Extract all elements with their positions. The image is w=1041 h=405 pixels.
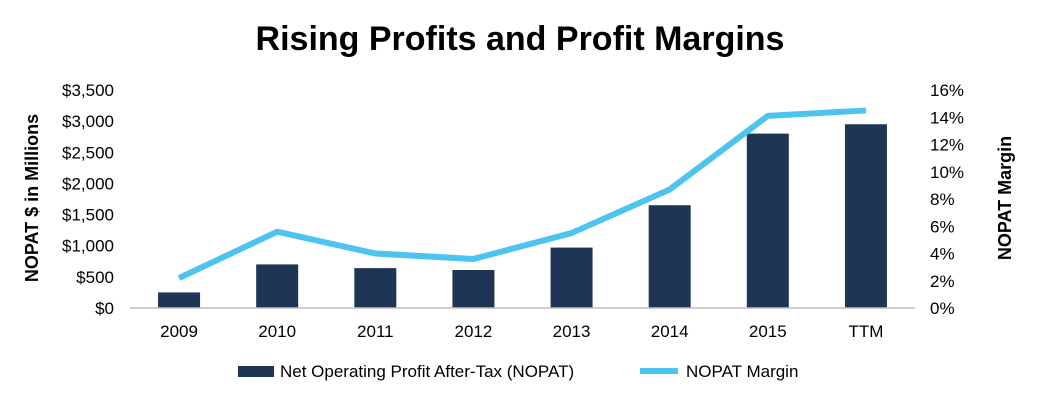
- right-axis-title: NOPAT Margin: [995, 136, 1015, 260]
- left-tick-label: $3,000: [62, 112, 114, 131]
- x-tick-label: 2009: [160, 322, 198, 341]
- legend-label-nopat: Net Operating Profit After-Tax (NOPAT): [280, 362, 574, 381]
- right-tick-label: 0%: [930, 299, 955, 318]
- bar-2014: [648, 205, 691, 308]
- legend: Net Operating Profit After-Tax (NOPAT) N…: [238, 362, 798, 381]
- left-axis-ticks: $0 $500 $1,000 $1,500 $2,000 $2,500 $3,000 $3,5…: [62, 81, 114, 318]
- left-tick-label: $2,500: [62, 143, 114, 162]
- right-tick-label: 2%: [930, 272, 955, 291]
- margin-point-ttm: [865, 109, 867, 111]
- right-tick-label: 4%: [930, 245, 955, 264]
- margin-point-2013: [571, 232, 573, 234]
- left-tick-label: $500: [76, 268, 114, 287]
- bar-2010: [256, 264, 299, 308]
- right-axis-ticks: 0% 2% 4% 6% 8% 10% 12% 14% 16%: [930, 81, 964, 318]
- bar-2011: [354, 268, 397, 308]
- x-tick-label: 2011: [357, 322, 394, 341]
- x-tick-label: 2013: [553, 322, 591, 341]
- bar-2013: [550, 247, 593, 308]
- x-tick-label: 2014: [651, 322, 689, 341]
- bar-2009: [158, 292, 201, 308]
- left-tick-label: $1,500: [62, 206, 114, 225]
- x-tick-label: 2010: [258, 322, 296, 341]
- margin-point-2014: [669, 188, 671, 190]
- legend-swatch-nopat: [238, 366, 274, 377]
- right-tick-label: 12%: [930, 136, 964, 155]
- right-tick-label: 6%: [930, 217, 955, 236]
- line-series: [177, 107, 867, 281]
- left-tick-label: $2,000: [62, 174, 114, 193]
- left-tick-label: $0: [95, 299, 114, 318]
- margin-point-2015: [767, 115, 769, 117]
- margin-point-2009: [178, 277, 180, 279]
- x-tick-label: 2012: [455, 322, 493, 341]
- bar-ttm: [844, 124, 887, 308]
- bar-series: [158, 124, 887, 308]
- right-tick-label: 10%: [930, 163, 964, 182]
- x-tick-label: 2015: [749, 322, 787, 341]
- bar-2015: [746, 133, 789, 308]
- right-tick-label: 14%: [930, 108, 964, 127]
- chart-title: Rising Profits and Profit Margins: [256, 20, 785, 58]
- x-axis-ticks: 2009 2010 2011 2012 2013 2014 2015 TTM: [160, 322, 883, 341]
- margin-line: [177, 107, 867, 281]
- right-tick-label: 8%: [930, 190, 955, 209]
- left-axis-title: NOPAT $ in Millions: [22, 114, 42, 282]
- x-tick-label: TTM: [848, 322, 883, 341]
- left-tick-label: $3,500: [62, 81, 114, 100]
- legend-label-margin: NOPAT Margin: [686, 362, 798, 381]
- margin-point-2012: [472, 258, 474, 260]
- right-tick-label: 16%: [930, 81, 964, 100]
- margin-point-2011: [374, 253, 376, 254]
- margin-point-2010: [276, 231, 278, 233]
- left-tick-label: $1,000: [62, 237, 114, 256]
- bar-2012: [452, 270, 495, 308]
